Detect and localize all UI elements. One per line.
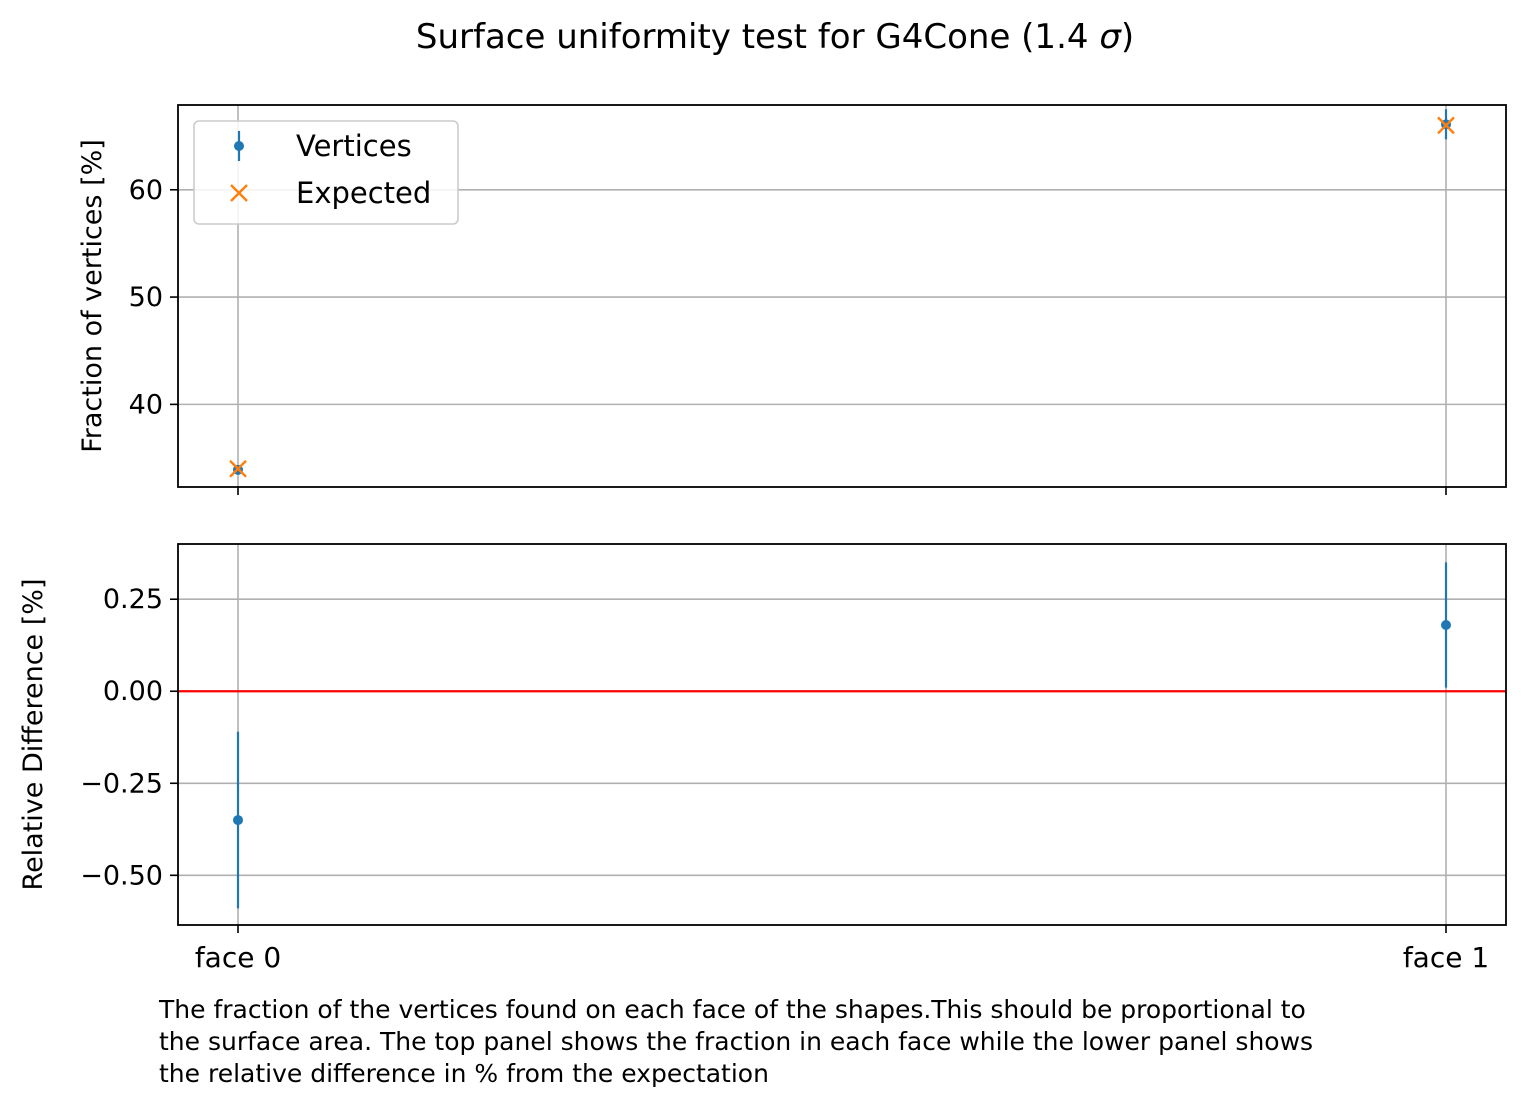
legend-x-icon [230,184,248,202]
y-tick-label: 40 [129,389,163,420]
expected-marker [229,459,247,478]
panel-2: −0.50 −0.25 0.00 0.25 Relative Difference [%… [18,543,1507,974]
y-axis-label: Fraction of vertices [%] [77,139,108,453]
y-tick-label: 0.25 [103,584,163,615]
y-tick-label: 60 [129,175,163,206]
caption-line-1: The fraction of the vertices found on ea… [159,995,1306,1024]
legend-label: Expected [296,176,431,210]
axes-frame [177,543,1507,926]
figure-caption: The fraction of the vertices found on ea… [159,994,1529,1090]
y-tick-label: 0.00 [103,676,163,707]
chart-title: Surface uniformity test for G4Cone (1.4 … [416,17,1134,57]
expected-marker [1437,116,1455,135]
y-tick-label: −0.50 [80,860,163,891]
y-tick-label: 50 [129,282,163,313]
y-tick-label: −0.25 [80,768,163,799]
x-tick-label: face 0 [195,941,281,974]
legend: Vertices Expected [193,120,459,225]
chart-panels: 40 50 60 Fraction of vertices [%] Vertices Ex… [18,104,1507,974]
caption-line-2: the surface area. The top panel shows th… [159,1027,1314,1056]
data-point [1441,619,1451,630]
legend-label: Vertices [296,129,412,163]
y-axis-label: Relative Difference [%] [18,579,49,891]
x-tick-label: face 1 [1403,941,1489,974]
axes-frame [177,104,1507,488]
legend-box [193,120,459,225]
panel-1: 40 50 60 Fraction of vertices [%] Vertices Ex… [77,104,1507,495]
data-point [233,815,243,826]
legend-dot-icon [234,141,244,151]
caption-line-3: the relative difference in % from the ex… [159,1059,769,1088]
